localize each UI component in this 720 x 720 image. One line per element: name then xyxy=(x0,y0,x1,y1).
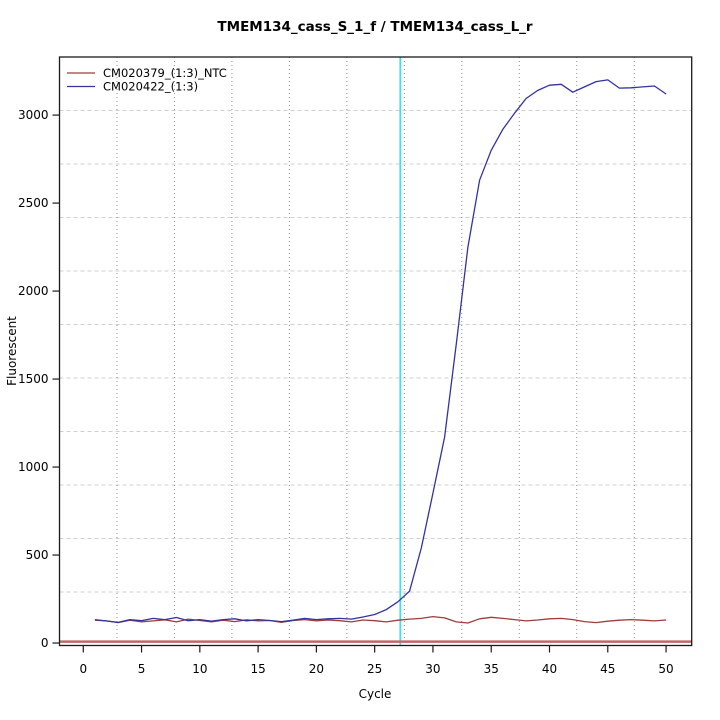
y-tick-label: 500 xyxy=(26,548,49,562)
x-tick-label: 0 xyxy=(79,662,87,676)
x-tick-label: 25 xyxy=(367,662,382,676)
legend-item-label: CM020379_(1:3)_NTC xyxy=(103,66,227,80)
x-axis-label: Cycle xyxy=(359,687,392,701)
axis-ticks: 0 5 10 15 20 25 30 35 40 45 5005001000150020002500… xyxy=(18,108,674,676)
y-tick-label: 3000 xyxy=(18,108,49,122)
x-tick-label: 35 xyxy=(484,662,499,676)
y-tick-label: 1500 xyxy=(18,372,49,386)
series-line-0 xyxy=(94,615,667,624)
x-tick-label: 30 xyxy=(425,662,440,676)
legend-item-label: CM020422_(1:3) xyxy=(103,80,198,94)
x-tick-label: 10 xyxy=(192,662,207,676)
x-tick-label: 50 xyxy=(658,662,673,676)
x-tick-label: 40 xyxy=(542,662,557,676)
x-tick-label: 45 xyxy=(600,662,615,676)
y-axis-label: Fluorescent xyxy=(5,316,19,386)
x-tick-label: 20 xyxy=(309,662,324,676)
y-tick-label: 0 xyxy=(41,636,49,650)
plot-frame xyxy=(58,56,693,647)
x-tick-label: 5 xyxy=(138,662,146,676)
gridlines xyxy=(59,57,692,646)
y-tick-label: 2000 xyxy=(18,284,49,298)
marker-lines xyxy=(59,57,692,646)
y-tick-label: 1000 xyxy=(18,460,49,474)
y-tick-label: 2500 xyxy=(18,196,49,210)
series-line-1 xyxy=(94,79,667,624)
chart-title: TMEM134_cass_S_1_f / TMEM134_cass_L_r xyxy=(217,19,532,35)
plot-border xyxy=(58,56,693,647)
series-lines xyxy=(94,79,667,624)
x-tick-label: 15 xyxy=(250,662,265,676)
